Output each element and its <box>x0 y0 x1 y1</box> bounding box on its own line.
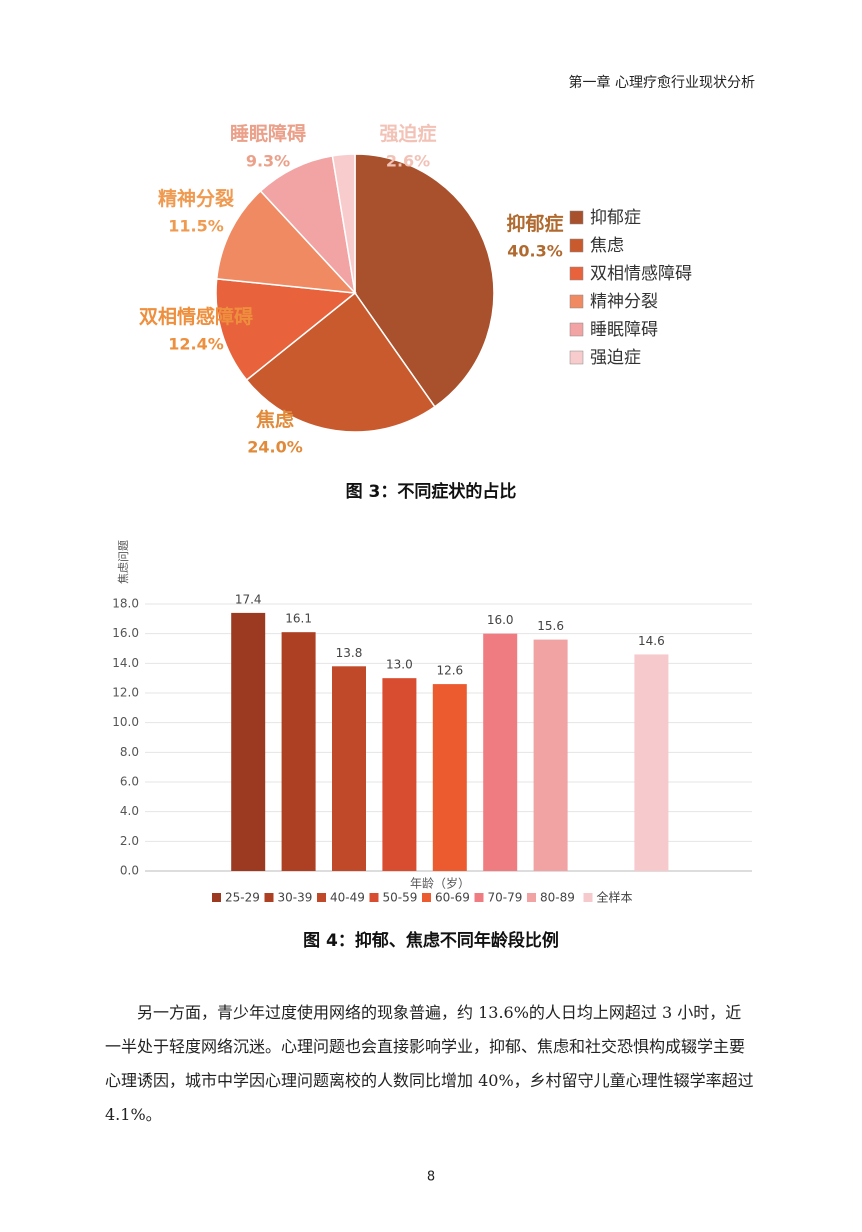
legend-swatch <box>569 266 584 281</box>
header: 第一章 心理疗愈行业现状分析 <box>569 74 755 91</box>
bar-value-label: 15.6 <box>537 619 564 633</box>
legend-swatch <box>583 893 593 902</box>
y-tick-label: 0.0 <box>120 864 139 878</box>
y-tick-label: 4.0 <box>120 804 139 818</box>
legend-label: 25-29 <box>225 891 260 905</box>
legend-swatch <box>422 893 431 902</box>
caption: 图 4：抑郁、焦虑不同年龄段比例 <box>303 930 559 951</box>
pie-slice <box>331 153 356 294</box>
bar <box>231 612 266 871</box>
legend-label: 30-39 <box>278 891 313 905</box>
legend-swatch <box>474 893 484 902</box>
y-tick-label: 14.0 <box>112 656 139 670</box>
y-tick-label: 2.0 <box>120 834 139 848</box>
bar <box>483 633 518 871</box>
legend-swatch <box>264 893 274 902</box>
slice-label: 睡眠障碍 <box>230 122 306 145</box>
legend-label: 精神分裂 <box>590 292 658 312</box>
legend-label: 80-89 <box>540 891 575 905</box>
slice-value: 9.3% <box>246 152 290 171</box>
y-tick-label: 12.0 <box>112 686 139 700</box>
legend-swatch <box>569 210 584 225</box>
legend-label: 双相情感障碍 <box>590 264 692 284</box>
legend-label: 抑郁症 <box>590 208 641 228</box>
bar <box>432 684 467 871</box>
legend-label: 50-59 <box>383 891 418 905</box>
bar-value-label: 13.0 <box>386 658 413 672</box>
page-number: 8 <box>427 1170 435 1185</box>
y-tick-label: 6.0 <box>120 775 139 789</box>
legend-label: 睡眠障碍 <box>590 320 658 340</box>
pie-slice <box>354 153 495 408</box>
slice-label: 焦虑 <box>255 408 294 431</box>
slice-label: 双相情感障碍 <box>139 305 253 328</box>
bar-value-label: 12.6 <box>436 664 463 678</box>
slice-value: 40.3% <box>507 242 563 261</box>
legend-swatch <box>569 294 584 309</box>
slice-value: 11.5% <box>168 217 224 236</box>
bar-value-label: 16.1 <box>285 612 312 626</box>
slice-label: 强迫症 <box>379 122 436 145</box>
legend-label: 焦虑 <box>590 236 624 256</box>
legend-swatch <box>527 893 536 902</box>
legend-swatch <box>317 893 326 902</box>
bar-value-label: 17.4 <box>235 592 262 606</box>
legend-swatch <box>212 893 221 902</box>
pie-slice <box>215 278 357 382</box>
slice-value: 12.4% <box>168 335 224 354</box>
legend-label: 全样本 <box>597 890 633 905</box>
x-axis-label: 年龄（岁） <box>410 876 470 891</box>
legend-swatch <box>369 893 379 902</box>
pie-slice <box>259 154 357 296</box>
bar <box>533 639 568 871</box>
y-tick-label: 10.0 <box>112 715 139 729</box>
legend-label: 40-49 <box>330 891 365 905</box>
bar <box>382 678 417 871</box>
slice-label: 精神分裂 <box>158 187 234 210</box>
y-tick-label: 16.0 <box>112 626 139 640</box>
bar-value-label: 16.0 <box>487 613 514 627</box>
legend-swatch <box>569 238 584 253</box>
caption: 图 3：不同症状的占比 <box>346 481 517 502</box>
legend-label: 60-69 <box>435 891 470 905</box>
paragraph: 另一方面，青少年过度使用网络的现象普遍，约 13.6%的人日均上网超过 3 小时… <box>105 1003 754 1124</box>
legend-label: 强迫症 <box>590 348 641 368</box>
bar <box>332 666 366 871</box>
y-tick-label: 8.0 <box>120 745 139 759</box>
bar-value-label: 14.6 <box>638 634 665 648</box>
pie-slice <box>215 189 357 294</box>
slice-value: 2.6% <box>386 152 430 171</box>
bar-value-label: 13.8 <box>336 646 363 660</box>
pie-slice <box>245 291 436 433</box>
legend-swatch <box>569 322 584 337</box>
slice-value: 24.0% <box>247 438 303 457</box>
legend-swatch <box>569 350 584 365</box>
y-axis-label: 焦虑问题 <box>117 540 130 584</box>
y-tick-label: 18.0 <box>112 597 139 611</box>
legend-label: 70-79 <box>488 891 523 905</box>
bar <box>281 632 316 871</box>
bar <box>634 654 669 871</box>
slice-label: 抑郁症 <box>506 212 563 235</box>
